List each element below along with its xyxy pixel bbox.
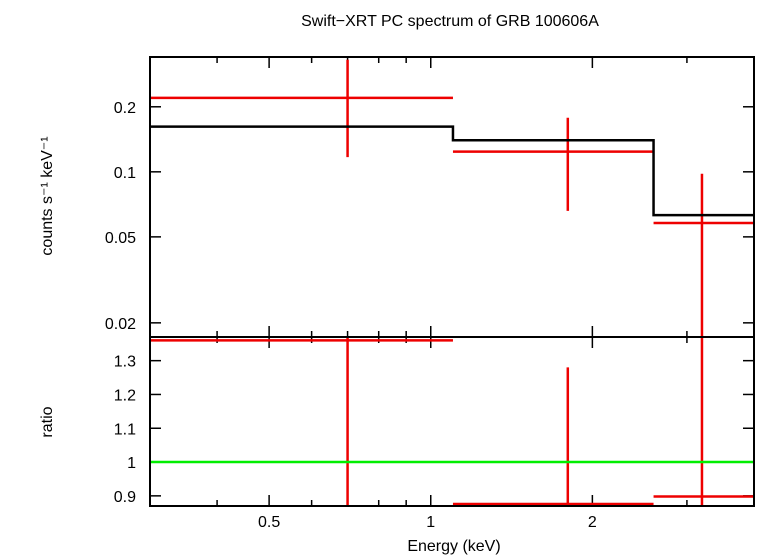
spectrum-panel: 0.02 0.05 0.1 0.2 (105, 56, 755, 338)
bottom-y-tick-label: 1 (127, 455, 136, 472)
chart-title: Swift−XRT PC spectrum of GRB 100606A (301, 13, 599, 30)
x-axis-title: Energy (keV) (407, 538, 500, 555)
model-step-line (150, 125, 754, 217)
bottom-y-tick-label: 1.3 (114, 354, 136, 371)
ratio-panel: 0.9 1 1.1 1.2 1.3 0.5 1 2 (114, 336, 755, 531)
bottom-data-point (150, 337, 453, 506)
bottom-panel-frame (149, 336, 755, 507)
bottom-data-point (452, 367, 654, 506)
top-data-point (150, 59, 453, 158)
bottom-data-point (653, 337, 754, 506)
top-data-point (452, 117, 654, 211)
bottom-y-tick-label: 1.1 (114, 421, 136, 438)
x-tick-label: 1 (426, 514, 435, 531)
top-y-tick-label: 0.1 (114, 165, 136, 182)
top-y-tick-label: 0.05 (105, 230, 136, 247)
top-y-tick-label: 0.02 (105, 316, 136, 333)
x-tick-label: 2 (588, 514, 597, 531)
bottom-y-tick-label: 1.2 (114, 387, 136, 404)
bottom-y-axis-title: ratio (39, 406, 56, 437)
bottom-y-tick-label: 0.9 (114, 489, 136, 506)
top-y-axis-title: counts s⁻¹ keV⁻¹ (39, 136, 56, 255)
x-tick-label: 0.5 (258, 514, 280, 531)
top-data-point (653, 173, 754, 337)
top-y-tick-label: 0.2 (114, 100, 136, 117)
